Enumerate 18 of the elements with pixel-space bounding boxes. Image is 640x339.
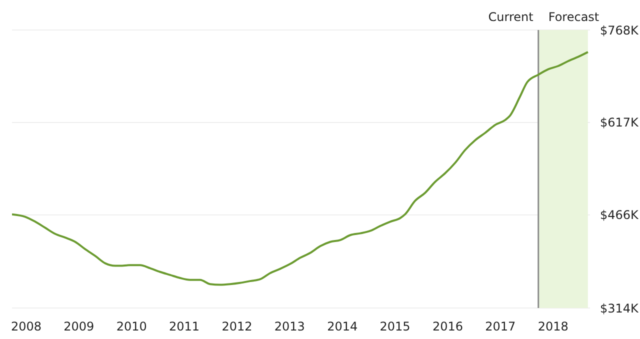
x-tick-label: 2009 [64,320,94,334]
x-tick-label: 2008 [10,320,42,334]
x-tick-label: 2017 [485,320,516,334]
y-tick-label: $466K [600,208,640,222]
band-label: Forecast [548,10,600,24]
x-tick-label: 2014 [327,320,358,334]
x-tick-label: 2010 [116,320,147,334]
y-tick-label: $768K [600,23,640,38]
x-tick-label: 2018 [538,320,568,334]
y-tick-label: $617K [600,116,640,130]
x-tick-label: 2012 [222,320,252,334]
x-tick-label: 2013 [274,320,305,334]
ref-line-label: Current [488,10,534,24]
line-series [12,51,589,286]
x-tick-label: 2015 [380,320,410,334]
y-tick-label: $314K [600,301,640,316]
x-tick-label: 2011 [169,320,200,334]
x-tick-label: 2016 [432,320,464,334]
